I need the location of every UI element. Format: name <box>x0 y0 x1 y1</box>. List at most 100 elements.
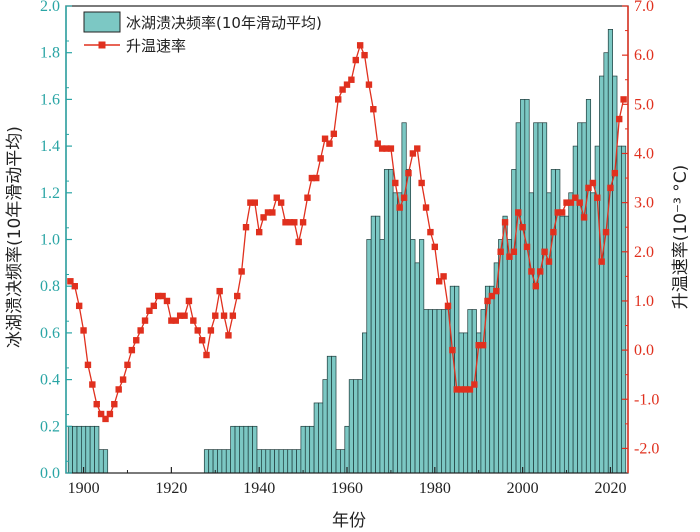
x-tick-label: 2000 <box>507 480 539 497</box>
warming-rate-point-2011 <box>567 199 575 206</box>
legend-line-marker <box>98 41 106 49</box>
warming-rate-point-1999 <box>515 209 522 216</box>
bar-1929 <box>208 449 214 474</box>
warming-rate-point-1973 <box>400 194 408 201</box>
left-tick-label: 0.8 <box>40 278 60 295</box>
warming-rate-point-1963 <box>356 42 364 49</box>
bar-1982 <box>441 309 447 474</box>
bar-2003 <box>533 122 539 474</box>
warming-rate-point-2022 <box>616 115 623 123</box>
bar-1928 <box>203 449 210 474</box>
warming-rate-point-1924 <box>185 297 193 305</box>
right-tick-label: 3.0 <box>634 195 654 212</box>
warming-rate-point-1910 <box>124 361 131 369</box>
warming-rate-point-2014 <box>580 214 588 221</box>
warming-rate-point-1962 <box>352 56 359 64</box>
warming-rate-point-1912 <box>133 337 140 344</box>
bar-1968 <box>379 239 385 474</box>
warming-rate-point-1972 <box>396 204 403 211</box>
warming-rate-point-1995 <box>497 248 504 255</box>
warming-rate-point-1916 <box>150 302 158 310</box>
warming-rate-point-2021 <box>611 169 619 177</box>
warming-rate-point-1976 <box>414 145 421 152</box>
warming-rate-point-1934 <box>229 312 237 319</box>
bar-1993 <box>489 285 495 474</box>
bar-1995 <box>498 239 504 474</box>
warming-rate-point-2000 <box>519 224 526 231</box>
bar-1977 <box>419 239 425 474</box>
x-tick-label: 1940 <box>243 480 275 497</box>
warming-rate-point-2017 <box>594 194 601 201</box>
right-tick-label: 7.0 <box>634 0 654 15</box>
warming-rate-point-1993 <box>488 292 496 300</box>
warming-rate-point-2005 <box>541 248 548 255</box>
bar-1898 <box>72 425 78 474</box>
warming-rate-point-1922 <box>176 312 184 319</box>
warming-rate-point-1978 <box>422 204 430 211</box>
warming-rate-point-1915 <box>146 307 153 314</box>
warming-rate-point-1905 <box>102 415 109 423</box>
warming-rate-point-1958 <box>335 96 342 103</box>
bar-1903 <box>94 425 100 474</box>
left-tick-label: 2.0 <box>40 0 60 15</box>
warming-rate-point-1991 <box>479 341 487 349</box>
right-tick-label: 4.0 <box>634 145 654 162</box>
bar-1937 <box>243 425 249 474</box>
bar-1956 <box>326 355 332 474</box>
legend-bar-label: 冰湖溃决频率(10年滑动平均) <box>126 14 322 32</box>
bar-1970 <box>388 169 394 474</box>
bar-1986 <box>458 332 464 474</box>
warming-rate-point-2003 <box>532 283 539 290</box>
warming-rate-point-1954 <box>317 155 324 162</box>
bar-1938 <box>247 425 253 474</box>
warming-rate-point-1997 <box>506 253 513 260</box>
right-tick-label: 2.0 <box>634 244 654 261</box>
bar-1904 <box>98 449 104 474</box>
warming-rate-point-1989 <box>471 381 478 388</box>
bar-2009 <box>559 215 565 474</box>
warming-rate-point-1946 <box>282 219 289 226</box>
warming-rate-point-1904 <box>97 410 105 418</box>
right-tick-label: 6.0 <box>634 47 654 64</box>
bar-1955 <box>322 379 328 474</box>
warming-rate-point-1980 <box>431 243 439 251</box>
bar-1963 <box>357 379 363 474</box>
warming-rate-point-2002 <box>528 268 535 275</box>
bar-1932 <box>221 449 227 474</box>
bar-1941 <box>261 449 267 474</box>
bar-1944 <box>274 449 280 474</box>
bar-1983 <box>445 309 451 474</box>
bar-1987 <box>463 332 469 474</box>
bar-2002 <box>528 192 534 474</box>
bar-2001 <box>524 99 530 474</box>
warming-rate-point-1961 <box>348 76 355 83</box>
bar-1978 <box>423 309 429 474</box>
bar-1954 <box>318 402 324 474</box>
warming-rate-point-1975 <box>409 150 417 157</box>
warming-rate-point-1931 <box>216 287 223 295</box>
bar-1936 <box>239 425 245 474</box>
bar-1972 <box>397 192 403 474</box>
bar-1902 <box>89 425 95 474</box>
bar-2020 <box>607 29 613 474</box>
bar-2013 <box>577 122 583 474</box>
warming-rate-point-1957 <box>330 130 338 138</box>
bar-1975 <box>410 239 416 474</box>
warming-rate-point-1945 <box>277 199 285 206</box>
bar-2015 <box>585 99 592 474</box>
bar-2010 <box>563 215 570 474</box>
legend: 冰湖溃决频率(10年滑动平均) 升温速率 <box>83 11 322 55</box>
warming-rate-point-1921 <box>172 317 179 324</box>
bar-1930 <box>212 449 218 474</box>
bar-2022 <box>616 145 622 474</box>
bar-1949 <box>296 449 302 474</box>
warming-rate-point-1907 <box>111 400 118 408</box>
left-tick-label: 1.8 <box>40 45 60 62</box>
warming-rate-point-1952 <box>308 174 316 182</box>
warming-rate-point-1968 <box>378 145 386 152</box>
warming-rate-point-1929 <box>207 327 215 334</box>
x-tick-label: 1900 <box>68 480 100 497</box>
x-tick-label: 2020 <box>594 480 626 497</box>
left-tick-label: 0.2 <box>40 418 60 435</box>
bar-1942 <box>265 449 271 474</box>
